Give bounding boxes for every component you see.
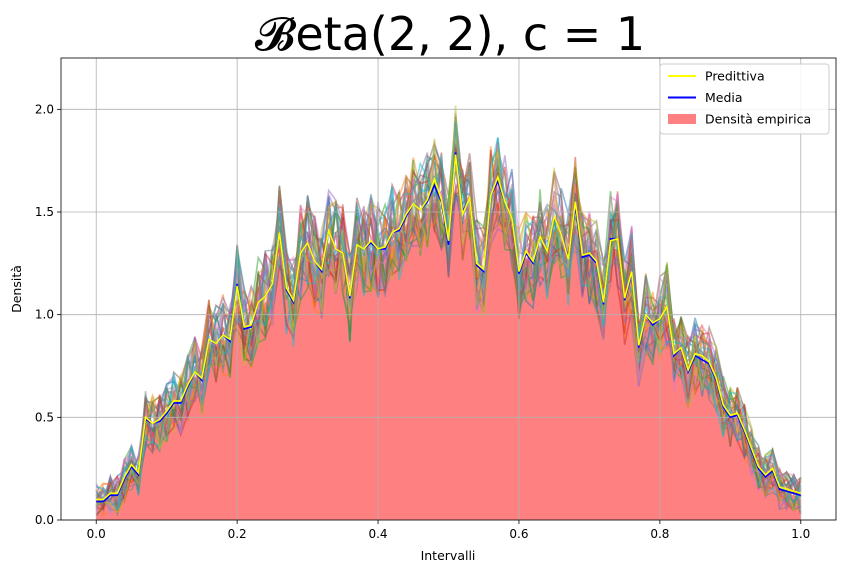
series-line-predittiva (96, 154, 801, 501)
plot-area (61, 58, 836, 521)
legend-box (659, 63, 830, 135)
x-axis-label: Intervalli (421, 548, 476, 563)
y-tick-label: 0.5 (35, 410, 54, 424)
x-tick-label: 0.2 (228, 527, 247, 541)
x-tick-label: 0.4 (368, 527, 387, 541)
axes: 0.0 0.2 0.4 0.6 0.8 1.0 0.0 0.5 1.0 1.5 2.0 (35, 57, 837, 541)
legend-label: Densità empirica (705, 112, 811, 127)
y-axis-label: Densità (9, 265, 24, 313)
axes-frame (60, 57, 837, 521)
x-tick-label: 0.0 (87, 527, 106, 541)
sample-trajectory (95, 156, 802, 511)
y-tick-label: 1.5 (35, 205, 54, 219)
y-tick-label: 0.0 (35, 513, 54, 527)
legend-swatch (668, 114, 696, 124)
sample-trajectory (95, 152, 802, 511)
empirical-density-area (96, 181, 801, 520)
x-tick-label: 0.8 (650, 527, 669, 541)
legend-label: Media (705, 90, 743, 105)
legend: Predittiva Media Densità empirica (659, 63, 830, 135)
y-tick-label: 1.0 (35, 308, 54, 322)
x-tick-label: 1.0 (791, 527, 810, 541)
chart-title: 𝓑eta(2, 2), c = 1 (255, 7, 645, 61)
y-tick-label: 2.0 (35, 102, 54, 116)
x-tick-label: 0.6 (509, 527, 528, 541)
legend-label: Predittiva (705, 69, 765, 84)
